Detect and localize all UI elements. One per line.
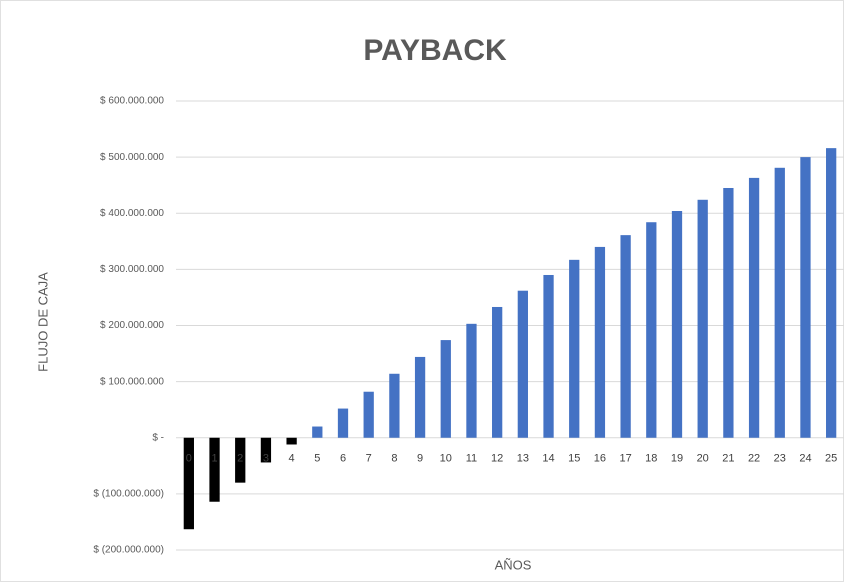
x-tick-label: 10	[440, 453, 452, 465]
bar	[748, 177, 760, 438]
x-tick-label: 3	[263, 453, 269, 465]
bar	[492, 306, 503, 438]
x-tick-label: 0	[186, 453, 192, 465]
y-tick-label: $ -	[152, 432, 164, 443]
bar	[826, 148, 837, 438]
bar	[466, 323, 477, 438]
x-tick-label: 24	[799, 453, 811, 465]
y-axis-label: FLUJO DE CAJA	[35, 272, 50, 372]
x-tick-label: 11	[466, 453, 477, 465]
bar	[697, 199, 708, 438]
bar	[517, 290, 528, 438]
bar	[389, 373, 400, 438]
x-tick-label: 25	[825, 453, 837, 465]
bar	[569, 259, 580, 438]
bar	[543, 274, 554, 438]
bar	[646, 222, 657, 438]
bar	[774, 167, 785, 438]
bar	[260, 437, 272, 463]
y-tick-label: $ (100.000.000)	[93, 489, 164, 500]
x-tick-label: 4	[289, 453, 295, 465]
chart-title: PAYBACK	[363, 34, 507, 67]
x-tick-label: 9	[417, 453, 423, 465]
bar	[183, 437, 194, 530]
x-tick-label: 15	[568, 453, 580, 465]
x-tick-label: 5	[314, 453, 320, 465]
x-tick-label: 20	[697, 453, 709, 465]
x-tick-label: 21	[722, 453, 734, 465]
y-tick-label: $ 400.000.000	[100, 208, 164, 219]
y-tick-label: $ 500.000.000	[100, 152, 164, 163]
bar	[414, 356, 426, 438]
bar	[286, 437, 297, 445]
x-tick-label: 13	[517, 453, 529, 465]
x-tick-label: 7	[366, 453, 372, 465]
x-tick-label: 12	[491, 453, 503, 465]
bar	[723, 187, 734, 438]
bar	[800, 157, 811, 438]
y-tick-label: $ 300.000.000	[100, 264, 164, 275]
x-tick-label: 23	[774, 453, 786, 465]
x-tick-label: 22	[748, 453, 760, 465]
x-tick-label: 6	[340, 453, 346, 465]
x-tick-label: 18	[645, 453, 657, 465]
bar	[235, 437, 246, 483]
x-tick-label: 17	[619, 453, 631, 465]
x-tick-label: 2	[237, 453, 243, 465]
x-tick-label: 8	[391, 453, 397, 465]
bar	[312, 426, 323, 438]
bar	[620, 235, 631, 438]
bar	[209, 437, 220, 502]
x-tick-label: 1	[211, 453, 217, 465]
y-tick-label: $ 600.000.000	[100, 96, 164, 107]
y-tick-label: $ 200.000.000	[100, 320, 164, 331]
bar	[594, 246, 606, 438]
bar	[440, 340, 451, 438]
bar	[671, 211, 683, 438]
x-axis-label: AÑOS	[495, 557, 532, 572]
x-tick-label: 19	[671, 453, 683, 465]
y-tick-label: $ 100.000.000	[100, 376, 164, 387]
bar	[363, 391, 374, 438]
x-tick-label: 14	[542, 453, 554, 465]
x-tick-label: 16	[594, 453, 606, 465]
y-tick-label: $ (200.000.000)	[93, 545, 164, 556]
bar	[337, 408, 349, 438]
